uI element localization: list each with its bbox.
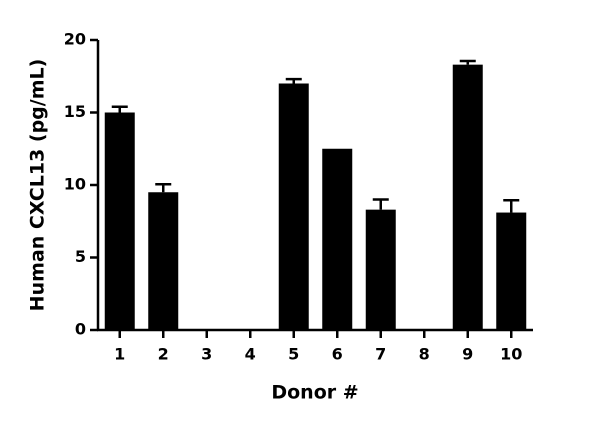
x-tick-label: 1 [114,345,125,364]
x-tick-label: 10 [500,345,522,364]
y-tick-label: 5 [75,247,86,266]
error-bar [285,77,302,84]
x-axis-title: Donor # [271,382,358,404]
bar [452,64,483,331]
bar [148,192,179,330]
bar [104,112,135,330]
x-tick-label: 9 [462,345,473,364]
y-tick-label: 15 [64,102,86,121]
y-axis-title: Human CXCL13 (pg/mL) [27,59,49,312]
y-tick-label: 0 [75,320,86,339]
error-bar [372,198,389,210]
error-bar [111,105,128,113]
x-tick-label: 7 [375,345,386,364]
y-tick-label: 10 [64,175,86,194]
x-tick-label: 2 [158,345,169,364]
bar [278,83,309,330]
y-tick-label: 20 [64,30,86,49]
x-tick-label: 4 [245,345,256,364]
bar [322,148,353,330]
error-bar [503,198,520,213]
x-tick-label: 6 [332,345,343,364]
x-tick-label: 5 [288,345,299,364]
error-bar [155,183,172,193]
bar [496,212,527,330]
bar [365,209,396,330]
error-bar [459,59,476,65]
x-tick-label: 8 [419,345,430,364]
x-tick-label: 3 [201,345,212,364]
